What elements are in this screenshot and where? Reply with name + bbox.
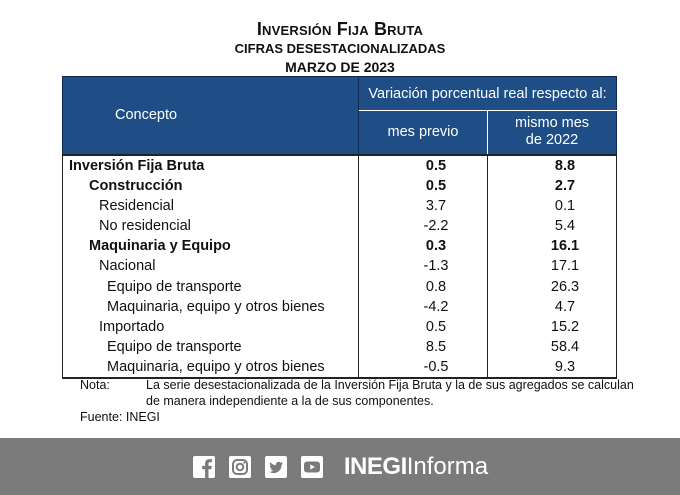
brand-inegi: INEGI	[343, 452, 407, 480]
cell-mismo-mes: 2.7	[487, 175, 617, 196]
page-title: Inversión Fija Bruta	[256, 19, 424, 39]
instagram-icon[interactable]	[228, 455, 252, 479]
cell-concepto: Maquinaria y Equipo	[62, 236, 359, 257]
cell-mes-previo: -1.3	[358, 256, 488, 277]
cell-concepto: Equipo de transporte	[62, 276, 359, 297]
page-period: MARZO DE 2023	[285, 59, 395, 75]
table-row: Maquinaria y Equipo 0.3 16.1	[62, 236, 617, 257]
cell-mes-previo: 0.5	[358, 316, 488, 337]
cell-concepto: Residencial	[62, 195, 359, 216]
table-row: No residencial -2.2 5.4	[62, 215, 617, 237]
inegi-informa-logo: INEGI Informa	[344, 453, 488, 481]
cell-mes-previo: -2.2	[358, 215, 488, 237]
facebook-icon[interactable]	[192, 455, 216, 479]
cell-mes-previo: 3.7	[358, 195, 488, 216]
cell-concepto: Maquinaria, equipo y otros bienes	[62, 296, 359, 317]
cell-concepto: Maquinaria, equipo y otros bienes	[62, 357, 359, 380]
cell-mes-previo: 0.5	[358, 153, 488, 176]
table-row: Nacional -1.3 17.1	[62, 256, 617, 277]
cell-mismo-mes: 8.8	[487, 153, 617, 176]
notes: Nota: La serie desestacionalizada de la …	[80, 377, 640, 425]
cell-mismo-mes: 9.3	[487, 357, 617, 380]
twitter-icon[interactable]	[264, 455, 288, 479]
cell-concepto: Nacional	[62, 256, 359, 277]
table-row: Equipo de transporte 0.8 26.3	[62, 276, 617, 297]
cell-mismo-mes: 17.1	[487, 256, 617, 277]
table-row: Equipo de transporte 8.5 58.4	[62, 337, 617, 358]
table-row: Construcción 0.5 2.7	[62, 175, 617, 196]
cell-mismo-mes: 4.7	[487, 296, 617, 317]
table-row: Importado 0.5 15.2	[62, 316, 617, 337]
youtube-icon[interactable]	[300, 455, 324, 479]
brand-informa: Informa	[406, 452, 489, 480]
table-row: Maquinaria, equipo y otros bienes -4.2 4…	[62, 296, 617, 317]
header-mismo-mes-line1: mismo mes	[514, 115, 590, 132]
table-row: Residencial 3.7 0.1	[62, 195, 617, 216]
cell-concepto: Equipo de transporte	[62, 337, 359, 358]
note: Nota: La serie desestacionalizada de la …	[80, 377, 640, 409]
cell-mismo-mes: 5.4	[487, 215, 617, 237]
table-row: Inversión Fija Bruta 0.5 8.8	[62, 153, 617, 176]
source-text: Fuente: INEGI	[80, 410, 160, 424]
page-subtitle: CIFRAS DESESTACIONALIZADAS	[234, 41, 446, 56]
cell-mes-previo: 8.5	[358, 337, 488, 358]
cell-mes-previo: -0.5	[358, 357, 488, 380]
cell-concepto: Inversión Fija Bruta	[62, 153, 359, 176]
header-mes-previo: mes previo	[358, 110, 488, 155]
cell-mismo-mes: 0.1	[487, 195, 617, 216]
note-label: Nota:	[80, 378, 110, 392]
header-mismo-mes-line2: de 2022	[525, 132, 579, 149]
cell-mismo-mes: 15.2	[487, 316, 617, 337]
cell-mismo-mes: 58.4	[487, 337, 617, 358]
cell-concepto: Construcción	[62, 175, 359, 196]
cell-mes-previo: -4.2	[358, 296, 488, 317]
header-concepto: Concepto	[62, 76, 359, 155]
footer-bar: INEGI Informa	[0, 438, 680, 495]
title-block: Inversión Fija Bruta CIFRAS DESESTACIONA…	[0, 18, 680, 76]
header-variacion: Variación porcentual real respecto al:	[358, 76, 617, 111]
cell-mes-previo: 0.5	[358, 175, 488, 196]
social-icons	[192, 455, 324, 479]
table-row: Maquinaria, equipo y otros bienes -0.5 9…	[62, 357, 617, 380]
cell-mes-previo: 0.3	[358, 236, 488, 257]
cell-concepto: No residencial	[62, 215, 359, 237]
data-table: Concepto Variación porcentual real respe…	[62, 76, 617, 380]
cell-mismo-mes: 16.1	[487, 236, 617, 257]
cell-concepto: Importado	[62, 316, 359, 337]
cell-mismo-mes: 26.3	[487, 276, 617, 297]
cell-mes-previo: 0.8	[358, 276, 488, 297]
note-text: La serie desestacionalizada de la Invers…	[146, 378, 634, 408]
header-mismo-mes: mismo mes de 2022	[487, 110, 617, 155]
